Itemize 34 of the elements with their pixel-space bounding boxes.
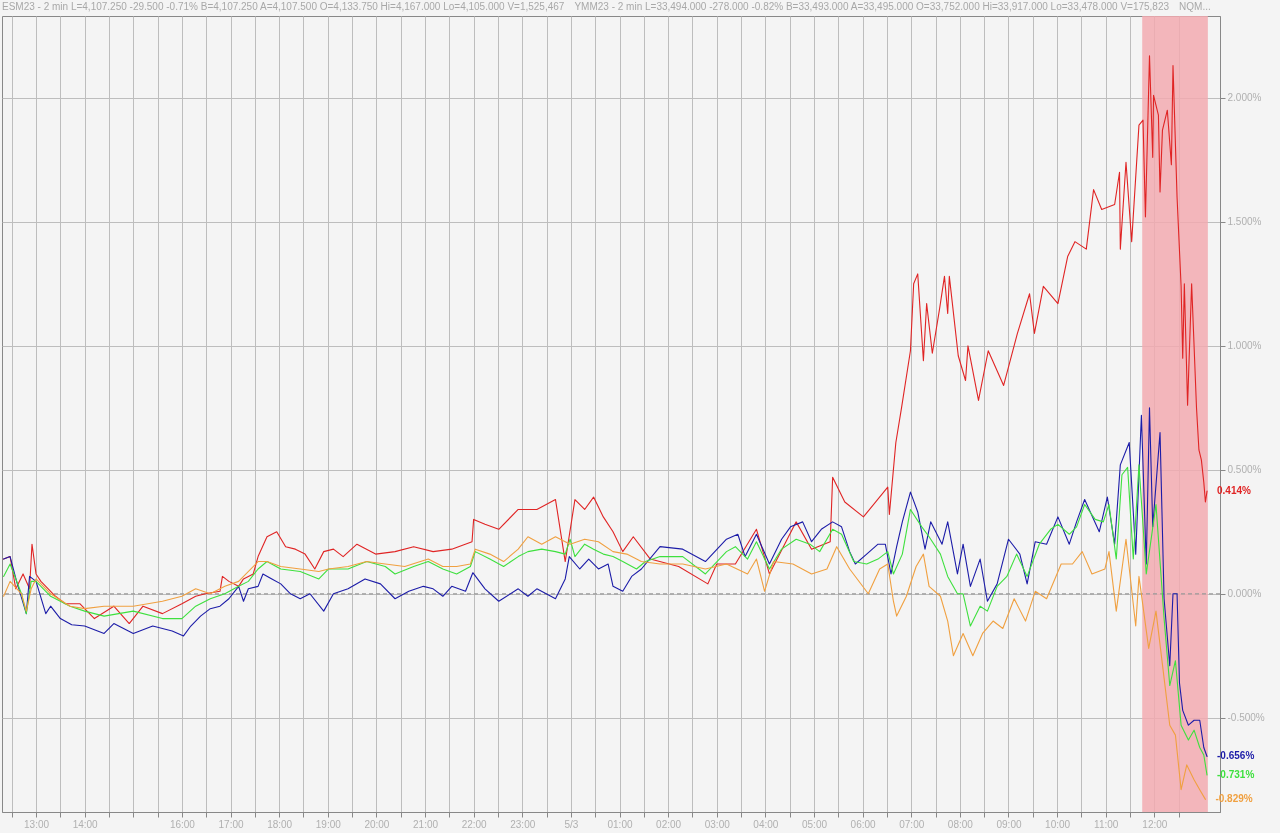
y-tick-label: 0.500% [1227,464,1262,476]
y-tick-label: 0.000% [1227,588,1262,600]
x-tick-label: 23:00 [510,818,536,830]
x-tick-label: 05:00 [801,818,828,830]
x-tick-label: 11:00 [1094,818,1119,830]
x-tick-label: 14:00 [72,818,99,830]
x-tick-label: 06:00 [850,818,877,830]
x-tick-label: 16:00 [169,818,196,830]
text: NQM... [1179,1,1211,12]
y-tick-label: 2.000% [1227,92,1262,104]
data-label: 0.414% [1217,485,1252,497]
x-tick-label: 21:00 [413,818,439,830]
y-tick-label: -0.500% [1227,712,1265,724]
x-tick-label: 08:00 [947,818,974,830]
x-tick-label: 02:00 [656,818,682,830]
x-tick-label: 04:00 [753,818,779,830]
x-tick-label: 03:00 [704,818,731,830]
x-tick-label: 13:00 [24,818,50,830]
text: ESM23 - 2 min L=4,107.250 -29.500 -0.71% B=4,107.250 A=4,107.500 O=4,133.750 Hi=4,167.000 Lo=4,105.000 V=1,525,467 [2,1,565,12]
x-tick-label: 12:00 [1142,818,1168,830]
text: YMM23 - 2 min L=33,494.000 -278.000 -0.82% B=33,493.000 A=33,495.000 O=33,752.000 Hi=33,917.000 Lo=33,478.000 V=175,823 [574,1,1170,12]
x-tick-label: 18:00 [267,818,293,830]
x-tick-label: 10:00 [1045,818,1071,830]
x-tick-label: 17:00 [218,818,244,830]
y-tick-label: 1.500% [1227,216,1262,228]
x-tick-label: 09:00 [996,818,1022,830]
x-tick-label: 20:00 [364,818,390,830]
x-tick-label: 5/3 [564,818,579,830]
data-label: -0.656% [1217,750,1255,762]
x-tick-label: 01:00 [607,818,633,830]
x-tick-label: 07:00 [899,818,925,830]
x-tick-label: 22:00 [461,818,488,830]
x-tick-label: 19:00 [315,818,342,830]
y-tick-label: 1.000% [1227,340,1262,352]
